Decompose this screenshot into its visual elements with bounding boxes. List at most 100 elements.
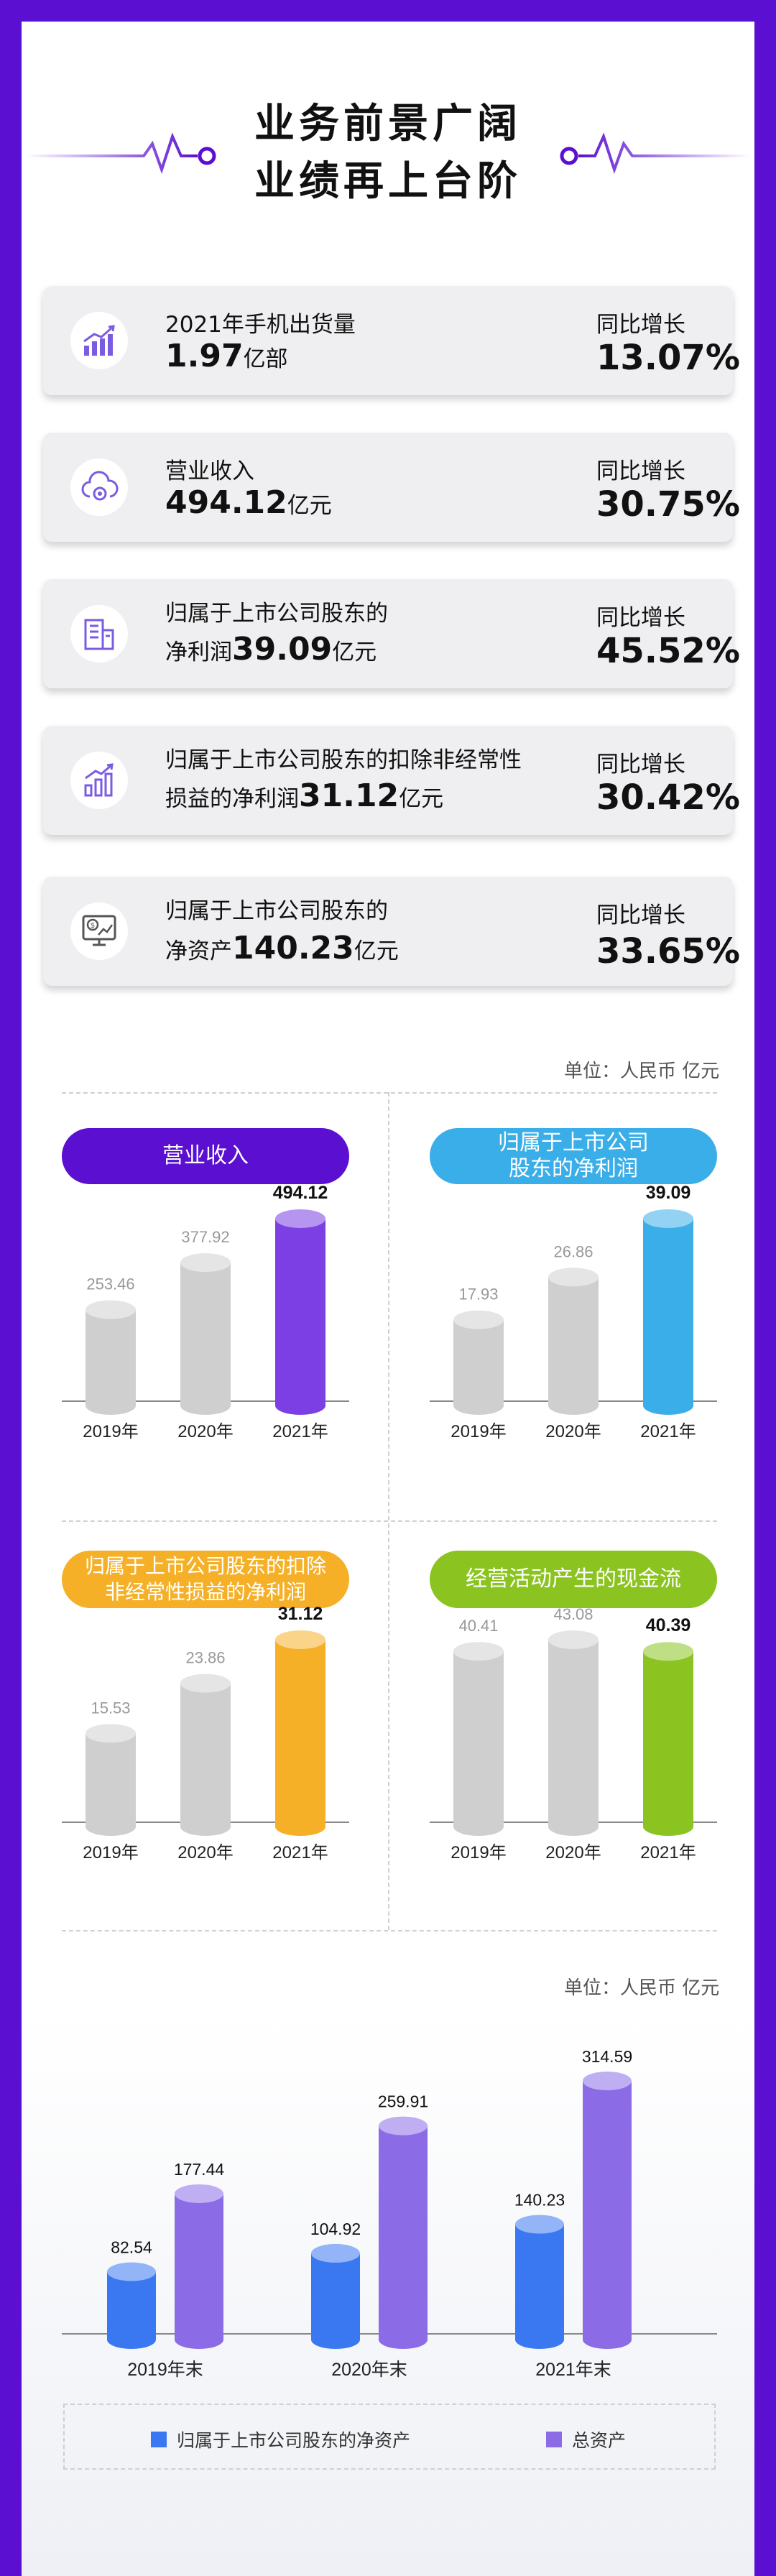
bar-base [275,1817,325,1836]
data-label: 17.93 [458,1285,498,1303]
unit-note: 单位：人民币 亿元 [564,1061,720,1082]
card-label: 2021年手机出货量 [165,312,356,338]
tick-label: 2019年 [451,1422,506,1441]
bar-body [86,1733,136,1827]
bar-body [515,2224,564,2340]
cloud-gear-icon [70,458,128,516]
bar-base [643,1396,693,1415]
card-unit: 亿元 [332,640,377,665]
bar-base [643,1817,693,1836]
bar-top [453,1642,504,1661]
bar-base [453,1396,504,1415]
data-label: 314.59 [582,2047,632,2066]
card-label: 归属于上市公司股东的 [165,601,388,627]
bar-body [453,1319,504,1405]
bar-base [86,1817,136,1836]
growth-value: 30.75% [596,484,740,525]
card-value: 1.97 [165,338,244,374]
bar-top [583,2072,632,2090]
bar-body [275,1219,325,1405]
bar-body [379,2125,428,2340]
growth-label: 同比增长 [596,752,685,777]
tick-label: 2020年 [177,1422,233,1441]
legend: 归属于上市公司股东的净资产 总资产 [63,2404,716,2470]
metric-card-net-profit: 归属于上市公司股东的 净利润39.09亿元 同比增长 45.52% [43,579,740,688]
bar-top [107,2262,156,2281]
tick-label: 2021年 [640,1422,696,1441]
card-value: 31.12 [299,777,399,814]
bar-body [175,2193,223,2340]
bar-base [180,1396,231,1415]
bar-body [180,1262,231,1405]
card-label-line2: 净利润 [165,640,232,665]
bar-top [86,1300,136,1319]
card-unit: 亿元 [399,786,444,812]
bar-base [275,1396,325,1415]
data-label: 104.92 [310,2220,361,2238]
data-label: 15.53 [91,1699,130,1717]
growth-value: 45.52% [596,631,740,671]
tick-label: 2019年 [83,1843,138,1862]
card-label-line2: 损益的净利润 [165,786,299,812]
bar-body [86,1309,136,1405]
monitor-dollar-icon: $ [70,902,128,960]
card-unit: 亿元 [287,493,332,519]
bar-top [548,1268,599,1287]
divider [62,1520,717,1522]
card-value-line: 损益的净利润31.12亿元 [165,777,443,814]
chart-title-cash-flow: 经营活动产生的现金流 [430,1551,717,1608]
bar-top [643,1209,693,1228]
data-label: 23.86 [185,1649,225,1667]
data-label: 494.12 [273,1183,328,1203]
header-ornament [25,132,751,175]
card-unit: 亿元 [354,938,399,964]
data-label: 39.09 [646,1183,691,1203]
card-unit: 亿部 [243,346,288,372]
tick-label: 2021年末 [535,2360,611,2380]
metric-card-net-assets: $ 归属于上市公司股东的 净资产140.23亿元 同比增长 33.65% [43,877,740,986]
data-label: 40.39 [646,1615,691,1635]
tick-label: 2019年 [83,1422,138,1441]
bar-base [548,1396,599,1415]
growth-value: 30.42% [596,777,740,818]
card-value-line: 494.12亿元 [165,484,332,521]
tick-label: 2020年 [177,1843,233,1862]
growth-label: 同比增长 [596,312,685,338]
tick-label: 2021年 [272,1843,328,1862]
tick-label: 2021年 [272,1422,328,1441]
bar-body [275,1640,325,1827]
divider [62,1092,717,1094]
data-label: 377.92 [181,1228,229,1246]
bar-arrow-icon [70,752,128,809]
data-label: 253.46 [86,1275,134,1293]
data-label: 43.08 [553,1605,593,1623]
legend-item: 总资产 [546,2427,626,2452]
bar-top [643,1642,693,1661]
bar-body [107,2271,156,2340]
data-label: 82.54 [111,2238,152,2257]
tick-label: 2020年 [545,1422,601,1441]
bar-body [453,1651,504,1827]
bar-top [180,1674,231,1693]
tick-label: 2019年末 [127,2360,203,2380]
bar-base [453,1817,504,1836]
bar-body [643,1219,693,1405]
growth-value: 13.07% [596,338,740,378]
growth-label: 同比增长 [596,902,685,928]
bar-base [86,1396,136,1415]
bar-body [311,2253,360,2340]
card-label: 营业收入 [165,458,254,484]
card-value-line: 净利润39.09亿元 [165,631,377,668]
card-value: 140.23 [232,930,354,966]
bar-body [583,2081,632,2340]
bar-base [548,1817,599,1836]
unit-note: 单位：人民币 亿元 [564,1977,720,1999]
card-label: 归属于上市公司股东的 [165,898,388,924]
data-label: 140.23 [514,2191,565,2210]
tick-label: 2019年 [451,1843,506,1862]
metric-card-adjusted-profit: 归属于上市公司股东的扣除非经常性 损益的净利润31.12亿元 同比增长 30.4… [43,726,740,835]
bar-body [548,1640,599,1827]
chart-title-net-profit: 归属于上市公司 股东的净利润 [430,1128,717,1184]
bar-body [180,1683,231,1827]
card-value: 494.12 [165,484,287,521]
